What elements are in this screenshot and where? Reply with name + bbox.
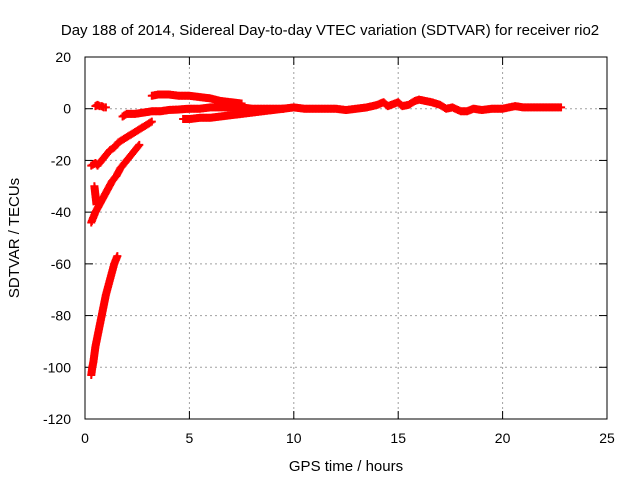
data-point-marker — [557, 103, 566, 112]
x-tick-label: 25 — [599, 430, 615, 446]
data-series-8 — [279, 95, 566, 116]
data-points — [87, 90, 566, 380]
y-tick-label: -100 — [43, 359, 71, 375]
data-point-marker — [101, 103, 110, 112]
x-axis-label: GPS time / hours — [289, 458, 403, 475]
plot-frame — [84, 56, 608, 420]
y-tick-label: 0 — [63, 101, 71, 117]
data-point-marker — [237, 99, 246, 108]
y-tick-label: -20 — [51, 152, 71, 168]
y-tick-label: 20 — [55, 49, 71, 65]
data-point-marker — [135, 140, 144, 149]
x-tick-label: 0 — [81, 430, 89, 446]
data-point-marker — [113, 252, 122, 261]
data-series-1 — [87, 140, 144, 227]
data-series-3 — [90, 182, 101, 209]
grid-lines — [85, 57, 607, 419]
y-tick-label: -40 — [51, 204, 71, 220]
data-point-marker — [92, 200, 101, 209]
y-tick-label: -80 — [51, 308, 71, 324]
data-series-6 — [147, 90, 246, 108]
x-tick-label: 10 — [286, 430, 302, 446]
y-axis-label: SDTVAR / TECUs — [6, 178, 23, 298]
chart-title: Day 188 of 2014, Sidereal Day-to-day VTE… — [61, 22, 599, 39]
data-point-marker — [147, 117, 156, 126]
y-tick-label: -120 — [43, 411, 71, 427]
x-tick-label: 20 — [495, 430, 511, 446]
data-series-2 — [87, 117, 156, 170]
x-tick-label: 15 — [390, 430, 406, 446]
y-tick-label: -60 — [51, 256, 71, 272]
x-tick-label: 5 — [186, 430, 194, 446]
data-point-marker — [134, 142, 143, 151]
y-tick-labels: 20 0 -20 -40 -60 -80 -100 -120 — [43, 49, 71, 427]
data-series-4 — [91, 100, 110, 112]
x-tick-labels: 0 5 10 15 20 25 — [81, 430, 615, 446]
data-series-0 — [87, 252, 122, 380]
data-series-7 — [179, 104, 288, 124]
